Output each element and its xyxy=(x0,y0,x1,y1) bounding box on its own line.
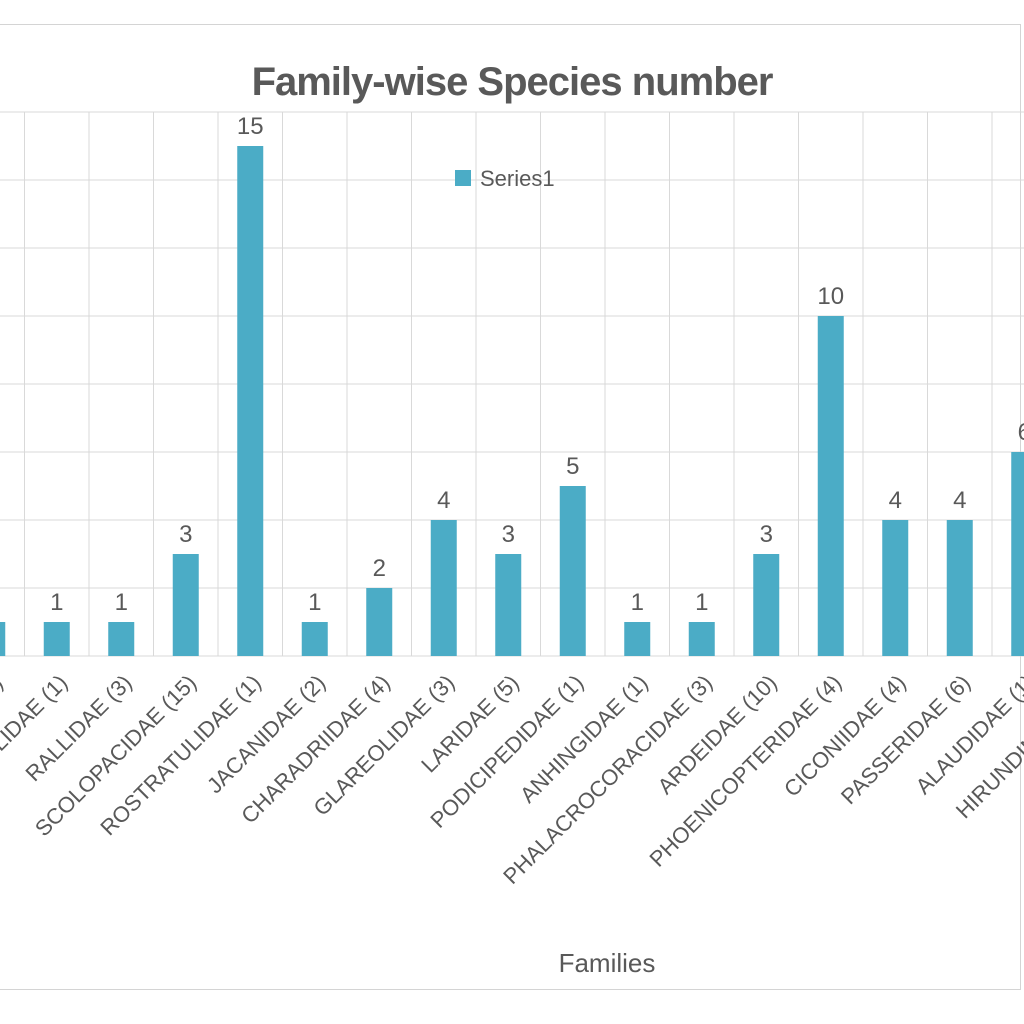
legend-label-series1: Series1 xyxy=(480,166,555,191)
bar-8 xyxy=(495,554,522,656)
data-label-1: 1 xyxy=(50,589,63,616)
data-label-11: 1 xyxy=(695,589,708,616)
data-label-10: 1 xyxy=(631,589,644,616)
data-label-16: 6 xyxy=(1018,419,1024,446)
bar-layer xyxy=(0,146,1024,656)
data-label-13: 10 xyxy=(817,283,844,310)
legend: Series1 xyxy=(455,166,555,191)
legend-swatch-series1 xyxy=(455,170,471,186)
bar-16 xyxy=(1011,452,1024,656)
data-label-9: 5 xyxy=(566,453,579,480)
data-label-4: 15 xyxy=(237,113,264,140)
grid-layer xyxy=(0,111,1024,657)
data-label-15: 4 xyxy=(953,487,966,514)
data-label-2: 1 xyxy=(115,589,128,616)
bar-6 xyxy=(366,588,393,656)
bar-0 xyxy=(0,622,6,656)
data-label-14: 4 xyxy=(889,487,902,514)
bar-5 xyxy=(301,622,328,656)
bar-12 xyxy=(753,554,780,656)
bar-9 xyxy=(559,486,586,656)
data-label-layer: 11131512435113104461 xyxy=(50,113,1024,616)
data-label-3: 3 xyxy=(179,521,192,548)
bar-7 xyxy=(430,520,457,656)
bar-10 xyxy=(624,622,651,656)
x-tick-label-layer: ALCEDINIDAE (1)CERYLIDAE (1)RALLIDAE (3)… xyxy=(0,670,1024,889)
bar-15 xyxy=(946,520,973,656)
data-label-12: 3 xyxy=(760,521,773,548)
x-tick-label-12: ARDEIDAE (10) xyxy=(653,670,782,799)
x-axis-title: Families xyxy=(559,948,656,978)
bar-3 xyxy=(172,554,199,656)
chart-title: Family-wise Species number xyxy=(251,60,774,104)
bar-1 xyxy=(43,622,70,656)
bar-14 xyxy=(882,520,909,656)
bar-11 xyxy=(688,622,715,656)
x-tick-label-5: JACANIDAE (2) xyxy=(202,670,330,798)
data-label-5: 1 xyxy=(308,589,321,616)
data-label-8: 3 xyxy=(502,521,515,548)
data-label-6: 2 xyxy=(373,555,386,582)
bar-4 xyxy=(237,146,264,656)
bar-13 xyxy=(817,316,844,656)
data-label-7: 4 xyxy=(437,487,450,514)
bar-2 xyxy=(108,622,135,656)
